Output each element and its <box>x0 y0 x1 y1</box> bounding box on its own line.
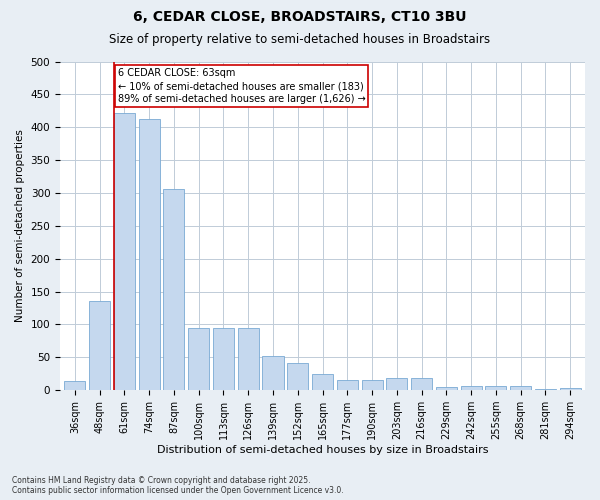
Bar <box>461 386 482 390</box>
Text: Size of property relative to semi-detached houses in Broadstairs: Size of property relative to semi-detach… <box>109 32 491 46</box>
Y-axis label: Number of semi-detached properties: Number of semi-detached properties <box>15 130 25 322</box>
Bar <box>188 328 209 390</box>
Bar <box>163 189 184 390</box>
X-axis label: Distribution of semi-detached houses by size in Broadstairs: Distribution of semi-detached houses by … <box>157 445 488 455</box>
Bar <box>510 386 531 390</box>
Bar <box>436 387 457 390</box>
Bar <box>114 113 135 390</box>
Bar <box>139 118 160 390</box>
Text: 6 CEDAR CLOSE: 63sqm
← 10% of semi-detached houses are smaller (183)
89% of semi: 6 CEDAR CLOSE: 63sqm ← 10% of semi-detac… <box>118 68 365 104</box>
Bar <box>89 302 110 390</box>
Bar <box>362 380 383 390</box>
Bar <box>238 328 259 390</box>
Bar <box>262 356 284 390</box>
Bar <box>337 380 358 390</box>
Bar <box>312 374 333 390</box>
Text: 6, CEDAR CLOSE, BROADSTAIRS, CT10 3BU: 6, CEDAR CLOSE, BROADSTAIRS, CT10 3BU <box>133 10 467 24</box>
Bar <box>213 328 234 390</box>
Bar <box>386 378 407 390</box>
Bar <box>411 378 432 390</box>
Text: Contains HM Land Registry data © Crown copyright and database right 2025.
Contai: Contains HM Land Registry data © Crown c… <box>12 476 344 495</box>
Bar <box>64 381 85 390</box>
Bar <box>287 362 308 390</box>
Bar <box>560 388 581 390</box>
Bar <box>485 386 506 390</box>
Bar <box>535 389 556 390</box>
